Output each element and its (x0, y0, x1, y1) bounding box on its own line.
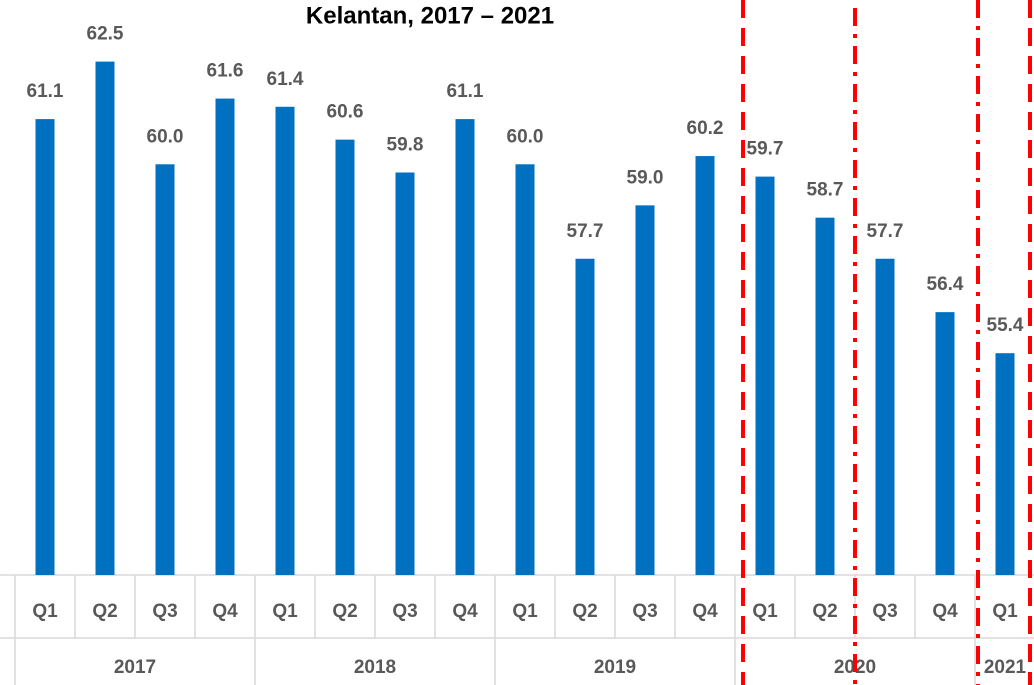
value-label: 61.1 (27, 81, 64, 102)
bar (35, 119, 55, 575)
x-tick-label: Q2 (332, 601, 357, 622)
x-tick-label: Q3 (632, 601, 657, 622)
x-tick-label: Q2 (572, 601, 597, 622)
x-tick-label: Q2 (812, 601, 837, 622)
annotation-lines (741, 0, 1032, 685)
x-tick-label: Q4 (452, 601, 478, 622)
bar (155, 164, 175, 576)
x-tick-label: Q1 (512, 601, 538, 622)
year-label: 2018 (354, 657, 396, 678)
bar (815, 217, 835, 575)
value-label: 61.6 (207, 61, 244, 82)
value-label: 56.4 (927, 274, 964, 295)
value-label: 58.7 (807, 180, 844, 201)
value-label: 61.1 (447, 81, 484, 102)
value-label: 55.4 (987, 315, 1024, 336)
value-label: 60.0 (147, 126, 184, 147)
bar (875, 258, 895, 575)
bar (575, 258, 595, 575)
year-label: 2017 (114, 657, 156, 678)
bar (95, 61, 115, 576)
bar (515, 164, 535, 576)
year-label: 2019 (594, 657, 636, 678)
value-label: 61.4 (267, 69, 304, 90)
bar (455, 119, 475, 575)
x-tick-label: Q4 (212, 601, 238, 622)
bar (215, 98, 235, 576)
x-tick-label: Q1 (32, 601, 58, 622)
bar (995, 353, 1015, 575)
bar (275, 106, 295, 576)
value-label: 60.0 (507, 126, 544, 147)
value-label: 59.7 (747, 139, 784, 160)
x-tick-label: Q3 (152, 601, 177, 622)
value-label: 60.2 (687, 118, 724, 139)
x-tick-label: Q1 (992, 601, 1018, 622)
x-tick-label: Q1 (752, 601, 778, 622)
chart-title: Kelantan, 2017 – 2021 (306, 2, 554, 29)
value-label: 57.7 (867, 221, 904, 242)
value-label: 62.5 (87, 24, 124, 45)
value-label: 59.8 (387, 135, 424, 156)
x-tick-label: Q1 (272, 601, 298, 622)
x-tick-label: Q2 (92, 601, 117, 622)
x-tick-label: Q4 (932, 601, 958, 622)
x-tick-label: Q3 (872, 601, 897, 622)
bar (635, 205, 655, 575)
x-tick-label: Q4 (692, 601, 718, 622)
bar (335, 139, 355, 575)
bar (755, 176, 775, 575)
value-label: 60.6 (327, 102, 364, 123)
bar (695, 156, 715, 576)
value-label: 57.7 (567, 221, 604, 242)
bar (395, 172, 415, 575)
x-tick-label: Q3 (392, 601, 417, 622)
year-label: 2021 (984, 657, 1027, 678)
value-label: 59.0 (627, 167, 664, 188)
bar (935, 312, 955, 575)
